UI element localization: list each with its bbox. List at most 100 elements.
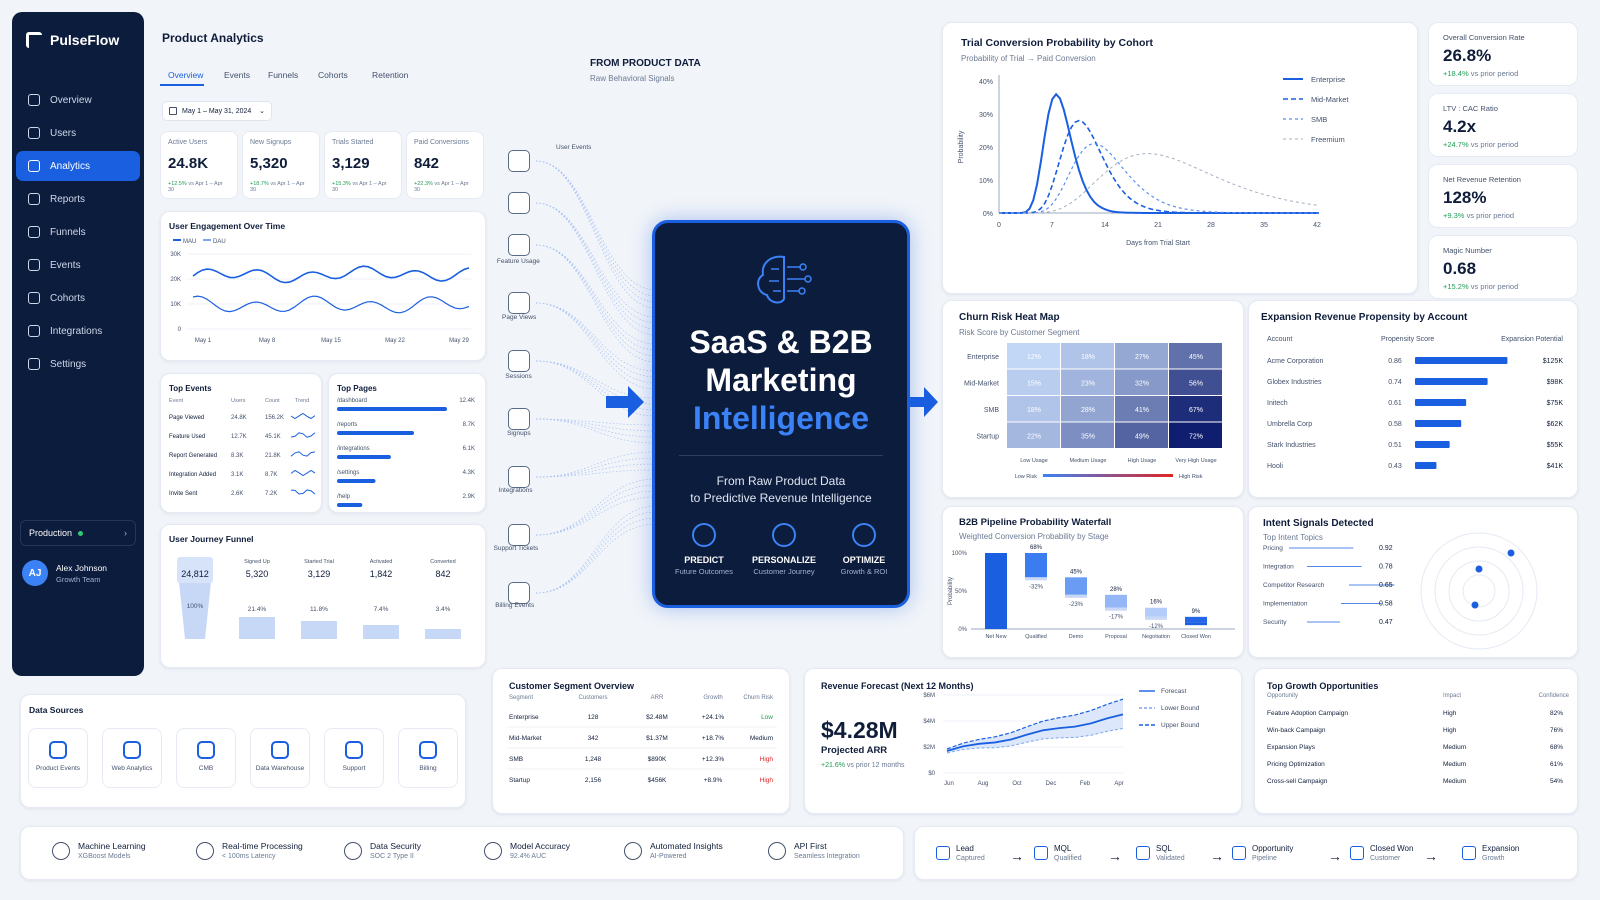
funnel-icon xyxy=(28,226,40,238)
funnel-bar xyxy=(239,617,275,639)
heatmap-row-label: SMB xyxy=(984,407,1000,414)
segment-cell: +24.1% xyxy=(702,714,724,721)
insights-icon xyxy=(624,841,642,860)
intent-score: 0.65 xyxy=(1379,582,1393,589)
events-icon[interactable] xyxy=(508,150,530,172)
date-range-picker[interactable]: May 1 – May 31, 2024 ⌄ xyxy=(162,101,272,121)
opportunity-name: Feature Adoption Campaign xyxy=(1267,710,1348,717)
data-source-tile[interactable]: CMB xyxy=(176,728,236,788)
expansion-potential: $62K xyxy=(1547,421,1564,428)
predict-action[interactable]: PREDICT Future Outcomes xyxy=(661,523,747,576)
tab-funnels[interactable]: Funnels xyxy=(268,70,299,80)
page-value: 4.3K xyxy=(463,470,475,476)
sidebar-item-overview[interactable]: Overview xyxy=(16,85,140,115)
heatmap-title: Churn Risk Heat Map xyxy=(959,312,1060,323)
flow-line xyxy=(535,496,657,536)
heatmap-cell xyxy=(1115,369,1168,395)
sidebar-item-users[interactable]: Users xyxy=(16,118,140,148)
column-header: Users xyxy=(231,398,246,404)
feature-desc: Seamless Integration xyxy=(794,853,860,860)
expansion-potential: $55K xyxy=(1547,442,1564,449)
segment-cell: 342 xyxy=(588,735,599,742)
heatmap-value: 22% xyxy=(1027,434,1041,441)
funnel-bar xyxy=(301,621,337,639)
sidebar-item-cohorts[interactable]: Cohorts xyxy=(16,283,140,313)
data-source-tile[interactable]: Support xyxy=(324,728,384,788)
dau-legend: DAU xyxy=(213,239,226,245)
sidebar-item-settings[interactable]: Settings xyxy=(16,349,140,379)
kpi-card-1: New Signups 5,320 +18.7% vs Apr 1 – Apr 30 xyxy=(242,131,320,199)
page-icon[interactable] xyxy=(508,292,530,314)
funnel-stage-pct: 7.4% xyxy=(374,606,389,613)
tab-cohorts[interactable]: Cohorts xyxy=(318,70,348,80)
y-tick: $0 xyxy=(928,771,935,777)
billing-icon[interactable] xyxy=(508,582,530,604)
expansion-potential: $75K xyxy=(1547,400,1564,407)
x-tick: Apr xyxy=(1114,781,1123,787)
data-source-tile[interactable]: Billing xyxy=(398,728,458,788)
stage-name: Closed Won xyxy=(1370,844,1414,853)
environment-selector[interactable]: Production › xyxy=(20,520,136,546)
account-name: Initech xyxy=(1267,400,1288,407)
sidebar-item-integrations[interactable]: Integrations xyxy=(16,316,140,346)
tab-overview[interactable]: Overview xyxy=(168,70,204,80)
user-icon[interactable] xyxy=(508,192,530,214)
heatmap-row-label: Enterprise xyxy=(967,354,999,361)
data-source-tile[interactable]: Data Warehouse xyxy=(250,728,310,788)
sidebar-item-analytics[interactable]: Analytics xyxy=(16,151,140,181)
intent-signal-dot xyxy=(1475,565,1483,573)
sidebar-item-funnels[interactable]: Funnels xyxy=(16,217,140,247)
y-tick: 20% xyxy=(979,145,993,152)
kpi-label: Paid Conversions xyxy=(414,139,469,146)
upper-bound-line xyxy=(946,698,1124,750)
x-tick: 0 xyxy=(997,222,1001,229)
optimize-action[interactable]: OPTIMIZE Growth & ROI xyxy=(821,523,907,576)
events-icon xyxy=(28,259,40,271)
event-count: 45.1K xyxy=(265,434,281,440)
arrow-right-icon: → xyxy=(1210,848,1224,864)
opportunity-name: Expansion Plays xyxy=(1267,744,1316,751)
data-source-tile[interactable]: Web Analytics xyxy=(102,728,162,788)
data-source-tile[interactable]: Product Events xyxy=(28,728,88,788)
sidebar-item-label: Overview xyxy=(50,94,92,106)
column-header: Confidence xyxy=(1539,693,1570,699)
kpi-value: 842 xyxy=(414,155,440,172)
funnel-stage-label: Converted xyxy=(430,559,455,565)
opportunity-confidence: 54% xyxy=(1550,778,1563,785)
flow-line xyxy=(535,418,657,432)
y-axis-label: Probability xyxy=(948,577,954,605)
lifecycle-stage: Closed Won Customer xyxy=(1350,844,1413,862)
x-tick: 7 xyxy=(1050,222,1054,229)
funnel-stage-value: 24,812 xyxy=(181,569,209,579)
source-label: Signups xyxy=(507,430,531,437)
signup-icon[interactable] xyxy=(508,408,530,430)
segment-cell: $890K xyxy=(648,756,667,763)
event-name: Integration Added xyxy=(169,472,216,478)
app-logo[interactable]: PulseFlow xyxy=(26,32,119,48)
sidebar-item-reports[interactable]: Reports xyxy=(16,184,140,214)
forecast-change: +21.6% xyxy=(821,762,845,769)
support-icon xyxy=(345,741,363,759)
heatmap-col-label: Low Usage xyxy=(1020,458,1048,464)
stage-name: Lead xyxy=(956,844,974,853)
support-icon[interactable] xyxy=(508,524,530,546)
column-header: Trend xyxy=(295,398,309,404)
sessions-icon[interactable] xyxy=(508,350,530,372)
tab-events[interactable]: Events xyxy=(224,70,250,80)
stage-name: Opportunity xyxy=(1252,844,1294,853)
sidebar-item-events[interactable]: Events xyxy=(16,250,140,280)
top-pages-card: Top Pages /dashboard 12.4K/reports 8.7K/in… xyxy=(328,373,486,513)
flow-line xyxy=(535,244,657,351)
tab-retention[interactable]: Retention xyxy=(372,70,409,80)
source-label: User Events xyxy=(556,144,592,151)
hero-divider xyxy=(679,455,883,456)
funnel-stage-pct: 3.4% xyxy=(436,606,451,613)
integration-icon[interactable] xyxy=(508,466,530,488)
feature-icon[interactable] xyxy=(508,234,530,256)
personalize-action[interactable]: PERSONALIZE Customer Journey xyxy=(741,523,827,576)
metric-value: 26.8% xyxy=(1443,46,1492,65)
propensity-score: 0.58 xyxy=(1388,421,1402,428)
user-profile[interactable]: AJ Alex Johnson Growth Team xyxy=(22,560,107,586)
waterfall-drop: -32% xyxy=(1029,584,1044,590)
trial-subtitle: Probability of Trial → Paid Conversion xyxy=(961,54,1096,63)
